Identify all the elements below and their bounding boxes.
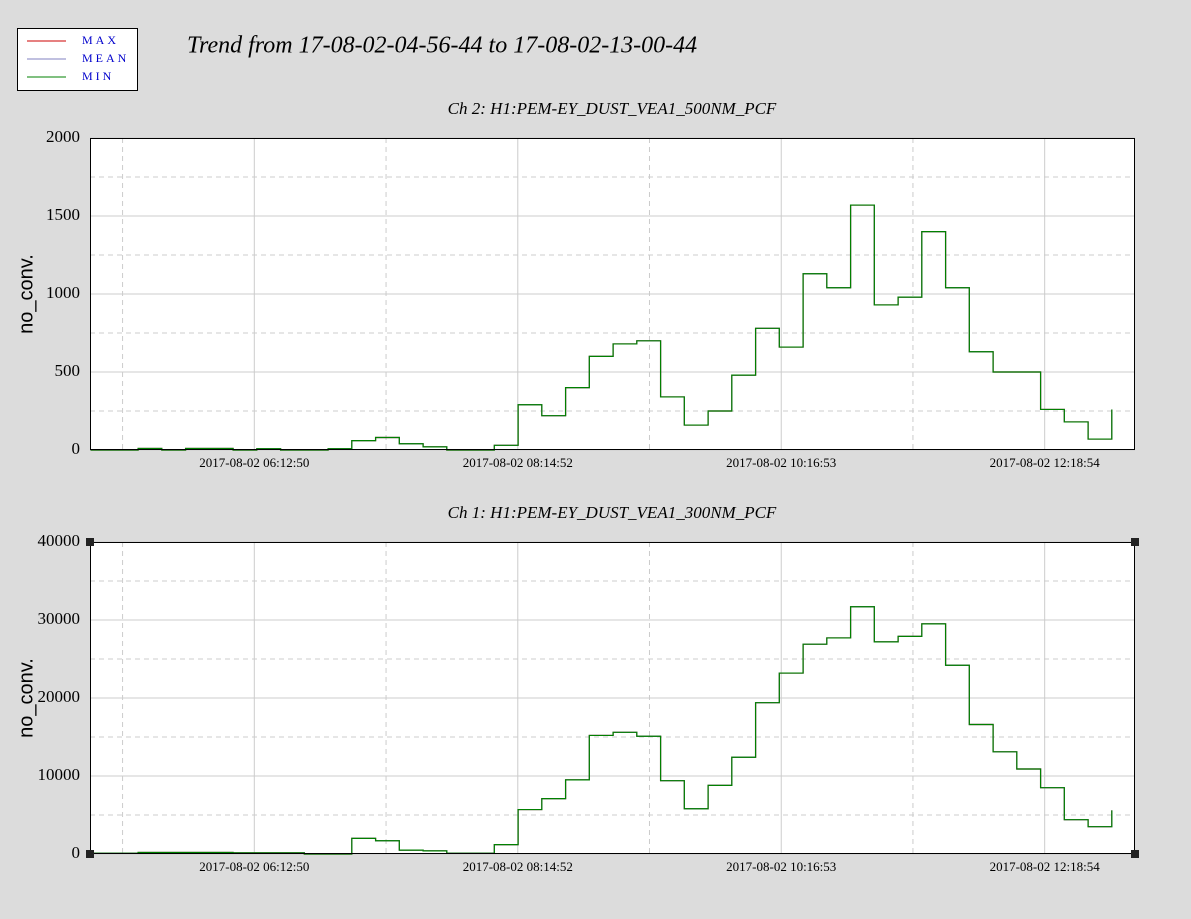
- y-tick-label: 1500: [46, 205, 80, 224]
- legend-label: MIN: [82, 69, 114, 83]
- x-tick-label: 2017-08-02 10:16:53: [726, 455, 836, 470]
- legend-label: MEAN: [82, 51, 129, 65]
- y-tick-label: 20000: [38, 687, 81, 706]
- y-axis-label: no_conv.: [15, 658, 37, 738]
- page-title: Trend from 17-08-02-04-56-44 to 17-08-02…: [187, 33, 697, 59]
- x-tick-label: 2017-08-02 08:14:52: [463, 455, 573, 470]
- legend-label: MAX: [82, 33, 119, 47]
- y-tick-label: 2000: [46, 127, 80, 146]
- x-tick-label: 2017-08-02 12:18:54: [990, 859, 1101, 874]
- x-tick-label: 2017-08-02 08:14:52: [463, 859, 573, 874]
- resize-handle: [1131, 538, 1139, 546]
- resize-handle: [1131, 850, 1139, 858]
- y-tick-label: 0: [72, 439, 81, 458]
- x-tick-label: 2017-08-02 12:18:54: [990, 455, 1101, 470]
- y-tick-label: 0: [72, 843, 81, 862]
- x-tick-label: 2017-08-02 10:16:53: [726, 859, 836, 874]
- y-axis-label: no_conv.: [15, 254, 37, 334]
- chart-title: Ch 2: H1:PEM-EY_DUST_VEA1_500NM_PCF: [448, 99, 777, 118]
- resize-handle: [86, 850, 94, 858]
- x-tick-label: 2017-08-02 06:12:50: [199, 455, 309, 470]
- y-tick-label: 30000: [38, 609, 81, 628]
- y-tick-label: 1000: [46, 283, 80, 302]
- y-tick-label: 10000: [38, 765, 81, 784]
- plot-border: [90, 542, 1135, 854]
- x-tick-label: 2017-08-02 06:12:50: [199, 859, 309, 874]
- y-tick-label: 500: [55, 361, 81, 380]
- chart-title: Ch 1: H1:PEM-EY_DUST_VEA1_300NM_PCF: [448, 503, 777, 522]
- resize-handle: [86, 538, 94, 546]
- y-tick-label: 40000: [38, 531, 81, 550]
- plot-border: [90, 138, 1135, 450]
